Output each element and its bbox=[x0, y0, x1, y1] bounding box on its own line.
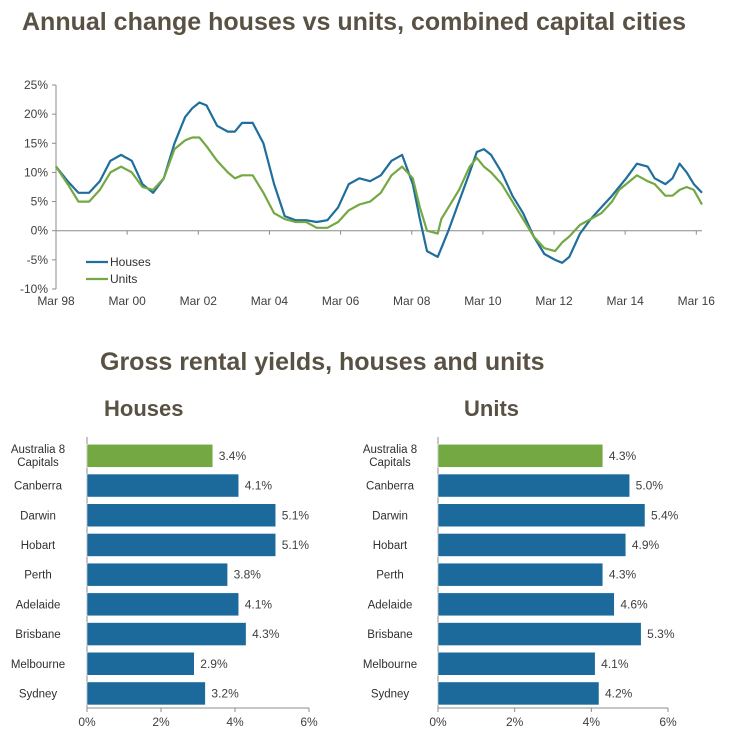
bar-category-label: Perth bbox=[24, 570, 52, 582]
x-tick-label: Mar 98 bbox=[37, 294, 75, 308]
bar-value-label: 4.9% bbox=[632, 538, 660, 552]
bar-category-label: Canberra bbox=[14, 481, 63, 493]
x-tick-label: Mar 02 bbox=[180, 294, 218, 308]
y-tick-label: -10% bbox=[20, 282, 48, 296]
bar-houses-6 bbox=[86, 622, 247, 646]
bar-x-tick-label: 2% bbox=[506, 715, 524, 729]
bar-category-label: Australia 8 Capitals bbox=[11, 444, 65, 469]
bar-value-label: 4.3% bbox=[609, 449, 637, 463]
bar-category-label: Sydney bbox=[371, 688, 410, 700]
bar-houses-5 bbox=[86, 592, 239, 617]
bar-value-label: 4.3% bbox=[252, 627, 280, 641]
bar-category-label: Australia 8 Capitals bbox=[363, 444, 417, 469]
bar-value-label: 5.0% bbox=[636, 479, 664, 493]
x-tick-label: Mar 14 bbox=[606, 294, 644, 308]
bar-houses-1 bbox=[86, 473, 239, 498]
bar-value-label: 5.4% bbox=[651, 508, 679, 522]
x-tick-label: Mar 16 bbox=[678, 294, 716, 308]
y-tick-label: 25% bbox=[24, 78, 48, 92]
bar-units-0 bbox=[437, 444, 604, 468]
bar-houses-0 bbox=[86, 444, 214, 468]
x-tick-label: Mar 10 bbox=[464, 294, 502, 308]
bar-value-label: 4.1% bbox=[245, 597, 273, 611]
bar-x-tick-label: 0% bbox=[78, 715, 96, 729]
bar-value-label: 4.1% bbox=[245, 479, 273, 493]
bar-category-label: Adelaide bbox=[368, 599, 413, 611]
bar-value-label: 5.1% bbox=[282, 508, 310, 522]
bar-category-label: Adelaide bbox=[16, 599, 61, 611]
bar-units-3 bbox=[437, 533, 627, 557]
bar-category-label: Darwin bbox=[20, 510, 56, 522]
bar-value-label: 4.1% bbox=[601, 657, 629, 671]
y-tick-label: -5% bbox=[27, 253, 49, 267]
yields-section-title: Gross rental yields, houses and units bbox=[100, 348, 545, 376]
bar-x-tick-label: 6% bbox=[300, 715, 318, 729]
bar-units-2 bbox=[437, 503, 646, 527]
bar-units-7 bbox=[437, 652, 596, 676]
bar-category-label: Canberra bbox=[366, 481, 415, 493]
houses-chart-title: Houses bbox=[104, 396, 184, 421]
bar-x-tick-label: 2% bbox=[152, 715, 170, 729]
y-tick-label: 0% bbox=[31, 224, 49, 238]
y-tick-label: 20% bbox=[24, 107, 48, 121]
legend-label-units: Units bbox=[110, 272, 137, 286]
bar-x-tick-label: 0% bbox=[429, 715, 447, 729]
bar-houses-4 bbox=[86, 562, 228, 587]
bar-houses-2 bbox=[86, 503, 276, 527]
bar-value-label: 3.8% bbox=[234, 568, 262, 582]
bar-category-label: Hobart bbox=[373, 540, 408, 552]
bar-x-tick-label: 6% bbox=[659, 715, 677, 729]
bar-value-label: 4.3% bbox=[609, 568, 637, 582]
bar-houses-8 bbox=[86, 681, 206, 706]
bar-units-8 bbox=[437, 681, 600, 706]
bar-category-label: Melbourne bbox=[11, 659, 65, 671]
page-title: Annual change houses vs units, combined … bbox=[22, 8, 687, 36]
bar-category-label: Melbourne bbox=[363, 659, 417, 671]
x-tick-label: Mar 06 bbox=[322, 294, 360, 308]
bar-category-label: Brisbane bbox=[15, 629, 60, 641]
bar-x-tick-label: 4% bbox=[583, 715, 601, 729]
units-chart-title: Units bbox=[464, 396, 519, 421]
bar-category-label: Darwin bbox=[372, 510, 408, 522]
bar-value-label: 3.4% bbox=[219, 449, 247, 463]
bar-category-label: Perth bbox=[376, 570, 404, 582]
bar-category-label: Hobart bbox=[21, 540, 56, 552]
bar-value-label: 5.1% bbox=[282, 538, 310, 552]
series-line-houses bbox=[55, 101, 703, 264]
bar-units-6 bbox=[437, 622, 642, 646]
x-tick-label: Mar 00 bbox=[108, 294, 146, 308]
y-tick-label: 15% bbox=[24, 136, 48, 150]
bar-houses-7 bbox=[86, 652, 195, 676]
x-tick-label: Mar 08 bbox=[393, 294, 431, 308]
bar-category-label: Brisbane bbox=[367, 629, 412, 641]
y-tick-label: 5% bbox=[31, 195, 49, 209]
bar-category-label: Sydney bbox=[19, 688, 58, 700]
x-tick-label: Mar 12 bbox=[535, 294, 573, 308]
bar-units-1 bbox=[437, 473, 630, 498]
bar-value-label: 3.2% bbox=[211, 686, 239, 700]
bar-value-label: 5.3% bbox=[647, 627, 675, 641]
bar-value-label: 2.9% bbox=[200, 657, 228, 671]
bar-value-label: 4.6% bbox=[620, 597, 648, 611]
x-tick-label: Mar 04 bbox=[251, 294, 289, 308]
bar-x-tick-label: 4% bbox=[226, 715, 244, 729]
legend-label-houses: Houses bbox=[110, 255, 151, 269]
bar-value-label: 4.2% bbox=[605, 686, 633, 700]
bar-units-5 bbox=[437, 592, 615, 617]
series-line-units bbox=[55, 136, 703, 253]
y-tick-label: 10% bbox=[24, 165, 48, 179]
bar-houses-3 bbox=[86, 533, 276, 557]
bar-units-4 bbox=[437, 562, 604, 587]
